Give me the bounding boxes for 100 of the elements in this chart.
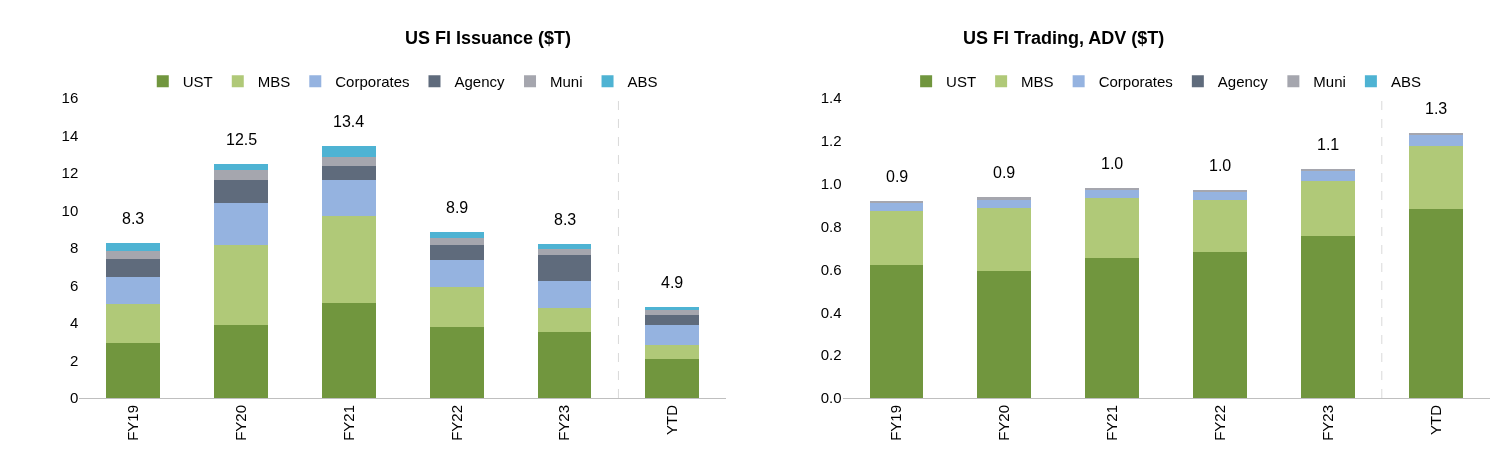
legend-label: Muni — [550, 73, 583, 91]
legend-label: Corporates — [1098, 73, 1173, 91]
bar — [429, 286, 484, 328]
y-tick-label: 1.2 — [820, 132, 842, 150]
total-label: 0.9 — [993, 164, 1016, 181]
bar — [1300, 235, 1355, 398]
legend-label: Muni — [1313, 73, 1346, 91]
bar — [429, 327, 484, 398]
bar — [321, 166, 376, 180]
y-tick-label: 10 — [61, 201, 79, 219]
total-label: 1.3 — [1425, 100, 1448, 117]
x-tick-label: YTD — [663, 404, 681, 435]
bar — [321, 302, 376, 398]
y-tick-label: 0.8 — [820, 217, 842, 235]
bar — [645, 345, 700, 359]
bar — [537, 332, 592, 398]
bar — [214, 202, 268, 245]
bar — [106, 250, 161, 260]
bar — [1300, 171, 1355, 181]
x-tick-label: FY23 — [555, 405, 573, 441]
bar — [869, 201, 924, 204]
bar — [429, 232, 484, 238]
bar — [214, 179, 268, 203]
bar — [537, 307, 592, 333]
y-tick-label: 1.0 — [820, 174, 842, 192]
y-tick-label: 0.2 — [820, 346, 842, 364]
bar — [214, 164, 268, 170]
total-label: 1.1 — [1317, 136, 1340, 153]
bar — [106, 259, 161, 278]
y-tick-label: 2 — [69, 351, 79, 369]
bar — [977, 197, 1032, 200]
bar — [1300, 180, 1355, 236]
bar — [1085, 187, 1140, 190]
bar — [1193, 200, 1247, 252]
total-label: 13.4 — [333, 113, 365, 130]
chart-title: US FI Issuance ($T) — [405, 28, 572, 48]
x-tick-label: FY21 — [1103, 405, 1121, 441]
bar — [214, 244, 268, 326]
legend-label: Agency — [1217, 73, 1269, 91]
y-tick-label: 6 — [69, 276, 79, 294]
bar — [537, 280, 592, 308]
bar — [869, 211, 924, 265]
bar — [645, 314, 700, 326]
bar — [869, 264, 924, 398]
bar — [1408, 134, 1463, 147]
bar — [977, 199, 1032, 208]
bar — [645, 309, 700, 315]
chart-title: US FI Trading, ADV ($T) — [963, 28, 1165, 48]
bar — [1408, 209, 1463, 398]
bar — [977, 207, 1032, 271]
total-label: 0.9 — [886, 168, 909, 185]
y-tick-label: 1.4 — [820, 89, 842, 107]
bar — [645, 325, 700, 346]
bar — [1300, 169, 1355, 172]
bar — [106, 277, 161, 304]
total-label: 8.3 — [554, 211, 577, 228]
bar — [1085, 197, 1140, 259]
bar — [106, 343, 161, 398]
total-label: 4.9 — [661, 274, 684, 291]
legend-label: MBS — [257, 73, 291, 91]
legend-label: Corporates — [335, 73, 410, 91]
bar — [537, 243, 592, 249]
x-tick-label: YTD — [1426, 404, 1444, 435]
x-tick-label: FY19 — [124, 405, 142, 441]
legend-label: ABS — [1390, 73, 1421, 91]
total-label: 8.3 — [122, 210, 145, 227]
x-tick-label: FY23 — [1318, 405, 1336, 441]
y-tick-label: 0.0 — [820, 389, 842, 407]
x-tick-label: FY22 — [447, 405, 465, 441]
bar — [106, 303, 161, 344]
bar — [1193, 191, 1247, 201]
bar — [645, 306, 700, 310]
bar — [106, 242, 161, 251]
y-tick-label: 0.6 — [820, 260, 842, 278]
bar — [321, 146, 376, 158]
bar — [321, 179, 376, 216]
legend-label: Agency — [454, 73, 506, 91]
bar — [214, 325, 268, 398]
bar — [977, 270, 1032, 398]
total-label: 1.0 — [1101, 155, 1124, 172]
bar — [429, 260, 484, 287]
x-tick-label: FY20 — [995, 405, 1013, 441]
x-tick-label: FY19 — [887, 405, 905, 441]
total-label: 8.9 — [446, 199, 469, 216]
legend-label: UST — [946, 73, 977, 91]
x-tick-label: FY22 — [1210, 405, 1228, 441]
bar — [321, 157, 376, 167]
bar — [869, 203, 924, 212]
bar — [645, 358, 700, 398]
x-tick-label: FY20 — [231, 405, 249, 441]
bar — [429, 237, 484, 245]
bar — [1193, 251, 1247, 398]
bar — [429, 244, 484, 261]
bar — [1085, 258, 1140, 398]
bar — [214, 169, 268, 180]
y-tick-label: 16 — [61, 89, 79, 107]
bar — [537, 255, 592, 281]
y-tick-label: 4 — [69, 314, 79, 332]
legend-label: UST — [182, 73, 213, 91]
bar — [321, 215, 376, 303]
